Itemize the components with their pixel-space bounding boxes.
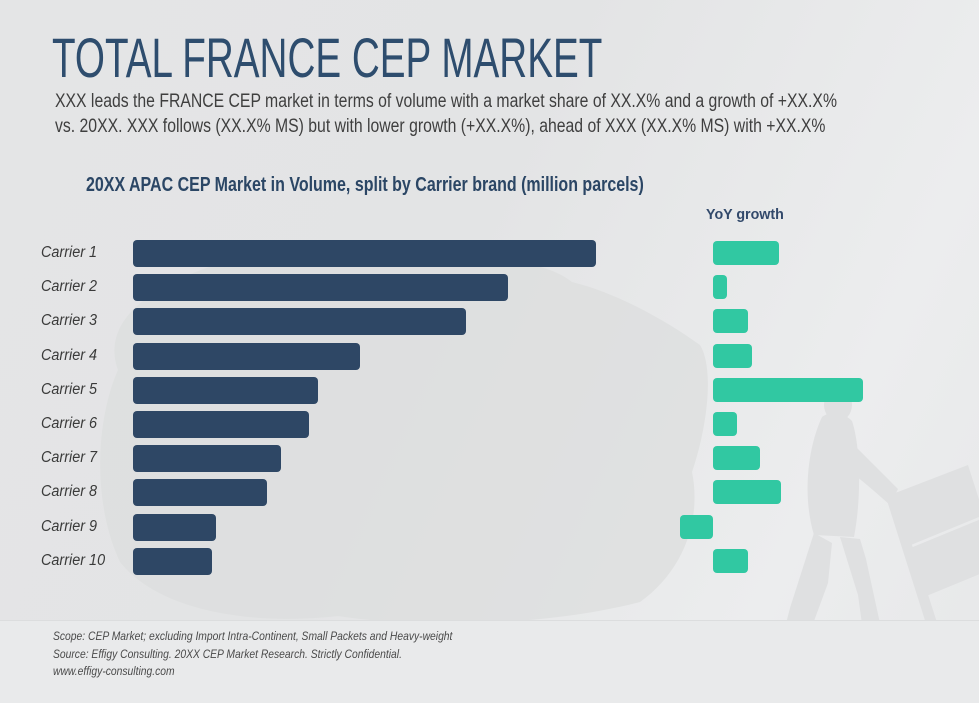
volume-bar — [133, 342, 360, 370]
chart-row: Carrier 3 — [0, 304, 979, 338]
footer-source-line: Source: Effigy Consulting. 20XX CEP Mark… — [53, 646, 402, 661]
page-title: TOTAL FRANCE CEP MARKET — [52, 26, 603, 89]
chart-row: Carrier 1 — [0, 236, 979, 270]
growth-bar — [713, 480, 781, 505]
subtitle-line-1: XXX leads the FRANCE CEP market in terms… — [55, 91, 837, 112]
carrier-label: Carrier 8 — [41, 483, 98, 501]
chart-row: Carrier 8 — [0, 475, 979, 509]
volume-bar — [133, 376, 319, 404]
growth-bar-negative — [680, 514, 713, 539]
chart-row: Carrier 5 — [0, 373, 979, 407]
carrier-label: Carrier 1 — [41, 244, 98, 261]
yoy-growth-column-label: YoY growth — [706, 206, 784, 223]
volume-bar — [133, 240, 596, 267]
chart-row: Carrier 4 — [0, 339, 979, 373]
slide-subtitle: XXX leads the FRANCE CEP market in terms… — [55, 89, 837, 139]
chart-row: Carrier 10 — [0, 544, 979, 578]
footer-website: www.effigy-consulting.com — [53, 664, 175, 678]
chart-row: Carrier 6 — [0, 407, 979, 441]
volume-bar — [133, 513, 217, 541]
chart-row: Carrier 2 — [0, 270, 979, 304]
bar-chart: Carrier 1 Carrier 2 Carrier 3 Carrier 4 Carr… — [0, 236, 979, 581]
subtitle-line-2: vs. 20XX. XXX follows (XX.X% MS) but wit… — [55, 116, 826, 137]
growth-bar — [713, 343, 752, 368]
carrier-label: Carrier 6 — [41, 415, 98, 432]
growth-bar — [713, 548, 748, 573]
chart-title: 20XX APAC CEP Market in Volume, split by… — [86, 174, 644, 196]
carrier-label: Carrier 3 — [41, 312, 98, 330]
carrier-label: Carrier 5 — [41, 380, 98, 398]
chart-row: Carrier 9 — [0, 510, 979, 544]
volume-bar — [133, 547, 212, 575]
growth-bar — [713, 241, 779, 265]
france-map-silhouette — [100, 247, 708, 624]
chart-row: Carrier 7 — [0, 441, 979, 475]
footer-scope-line: Scope: CEP Market; excluding Import Intr… — [53, 629, 453, 643]
volume-bar — [133, 308, 467, 336]
slide-footer: Scope: CEP Market; excluding Import Intr… — [53, 628, 452, 681]
growth-bar — [713, 446, 760, 471]
growth-bar — [713, 377, 863, 402]
carrier-label: Carrier 7 — [41, 449, 98, 467]
growth-bar — [713, 412, 737, 436]
volume-bar — [133, 479, 268, 507]
carrier-label: Carrier 10 — [41, 551, 106, 569]
footer-band — [0, 620, 979, 703]
carrier-label: Carrier 4 — [41, 346, 98, 364]
carrier-label: Carrier 9 — [41, 517, 98, 535]
carrier-label: Carrier 2 — [41, 278, 98, 296]
growth-bar — [713, 275, 727, 300]
volume-bar — [133, 274, 509, 302]
growth-bar — [713, 309, 748, 334]
volume-bar — [133, 445, 282, 473]
volume-bar — [133, 411, 309, 438]
